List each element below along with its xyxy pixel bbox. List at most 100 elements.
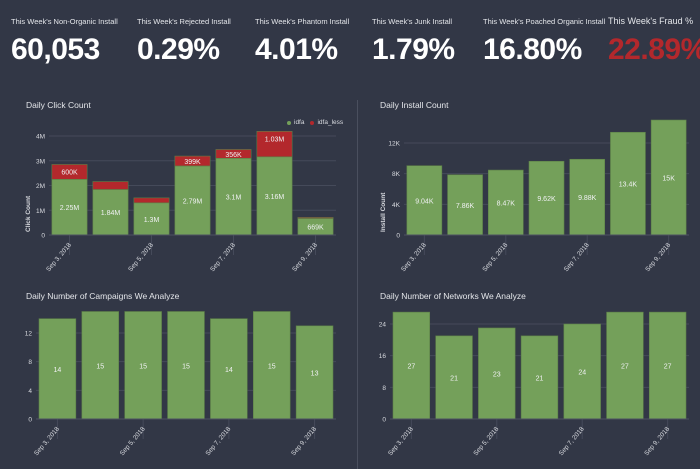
bar-idfa-less: [133, 197, 170, 204]
bar-campaigns: [252, 311, 291, 420]
chart-legend-click[interactable]: idfa idfa_less: [287, 119, 343, 126]
bar-idfa: [133, 202, 170, 236]
legend-dot-idfa-less-icon: [310, 120, 315, 125]
bar-data-label: 15: [96, 363, 104, 370]
kpi-value: 16.80%: [483, 33, 582, 66]
y-tick-label: 24: [379, 322, 387, 329]
bar-installs: [610, 131, 646, 236]
bar-data-label: 27: [621, 364, 629, 371]
bar-data-label: 9.04K: [415, 198, 434, 205]
kpi-label: This Week's Phantom Install: [255, 17, 350, 26]
bar-networks: [606, 311, 644, 420]
bar-idfa: [256, 156, 293, 236]
bar-networks: [648, 311, 687, 420]
kpi-value: 60,053: [11, 33, 100, 66]
x-tick-label: Sep 7, 2018: [558, 425, 586, 457]
x-tick-label: Sep 3, 2018: [387, 425, 415, 457]
bar-idfa: [215, 157, 252, 236]
bar-idfa-less: [256, 130, 293, 158]
bar-data-label: 1.3M: [144, 217, 160, 224]
y-tick-label: 4M: [36, 134, 45, 141]
bar-installs: [406, 165, 443, 236]
bar-idfa: [174, 165, 211, 236]
bar-data-label: 399K: [184, 159, 201, 166]
y-tick-label: 12K: [388, 141, 400, 148]
x-tick-label: Sep 5, 2018: [472, 425, 500, 457]
kpi-value: 4.01%: [255, 33, 338, 66]
bar-data-label: 3.1M: [226, 195, 242, 202]
bar-idfa: [51, 179, 88, 236]
bar-networks: [392, 311, 431, 420]
bar-data-label: 1.84M: [101, 210, 121, 217]
bar-data-label: 15: [268, 363, 276, 370]
x-tick-label: Sep 9, 2018: [643, 425, 671, 457]
bar-data-label: 14: [54, 367, 62, 374]
bar-networks: [520, 335, 559, 420]
kpi-value: 1.79%: [372, 33, 455, 66]
legend-label-idfa-less[interactable]: idfa_less: [317, 119, 344, 126]
bar-campaigns: [295, 325, 334, 420]
bar-campaigns: [124, 311, 162, 420]
bar-idfa-less: [215, 149, 252, 159]
bar-installs: [487, 169, 524, 236]
bar-data-label: 27: [664, 364, 672, 371]
bar-data-label: 7.86K: [456, 203, 475, 210]
bar-data-label: 15: [139, 363, 147, 370]
y-tick-label: 16: [379, 353, 387, 360]
bar-networks: [435, 335, 473, 420]
bar-installs: [447, 174, 483, 236]
y-tick-label: 8K: [392, 171, 401, 178]
bar-data-label: 13.4K: [619, 182, 638, 189]
y-axis-label: Install Count: [380, 192, 387, 232]
bar-data-label: 8.47K: [497, 201, 516, 208]
bar-idfa-less: [174, 155, 211, 167]
kpi-label: This Week's Non-Organic Install: [11, 17, 118, 26]
legend-label-idfa[interactable]: idfa: [294, 119, 305, 126]
kpi-label: This Week's Junk Install: [372, 17, 453, 26]
y-tick-label: 2M: [36, 183, 45, 190]
bar-data-label: 23: [493, 371, 501, 378]
chart-title-campaigns: Daily Number of Campaigns We Analyze: [26, 291, 180, 301]
bar-data-label: 21: [536, 375, 544, 382]
bar-data-label: 15: [182, 363, 190, 370]
y-tick-label: 0: [382, 417, 386, 424]
legend-dot-idfa-icon: [287, 120, 291, 125]
bar-campaigns: [210, 318, 248, 420]
bar-data-label: 2.25M: [60, 205, 80, 212]
chart-title-networks: Daily Number of Networks We Analyze: [380, 291, 526, 301]
column-divider: [357, 100, 358, 469]
kpi-label: This Week's Rejected Install: [137, 17, 231, 26]
bar-idfa: [92, 189, 129, 236]
y-tick-label: 0: [41, 233, 45, 240]
bar-data-label: 669K: [307, 225, 324, 232]
y-tick-label: 0: [396, 233, 400, 240]
y-axis-label: Click Count: [25, 195, 32, 232]
bar-data-label: 1.03M: [265, 136, 285, 143]
bar-idfa-less: [92, 181, 129, 190]
chart-title-install: Daily Install Count: [380, 100, 449, 110]
kpi-label: This Week's Fraud %: [608, 16, 694, 26]
y-tick-label: 8: [28, 359, 32, 366]
bar-networks: [563, 323, 601, 420]
y-tick-label: 12: [25, 331, 33, 338]
bar-data-label: 356K: [225, 152, 242, 159]
bar-data-label: 3.16M: [265, 194, 285, 201]
bar-idfa-less: [51, 164, 88, 180]
bar-data-label: 27: [407, 364, 415, 371]
bar-data-label: 21: [450, 375, 458, 382]
bar-campaigns: [38, 318, 77, 420]
kpi-value: 0.29%: [137, 33, 220, 66]
bar-data-label: 15K: [662, 176, 675, 183]
bar-campaigns: [81, 311, 120, 420]
y-tick-label: 4: [28, 388, 32, 395]
y-tick-label: 0: [28, 417, 32, 424]
bar-data-label: 9.88K: [578, 195, 597, 202]
bar-idfa-less: [297, 217, 334, 219]
bar-data-label: 24: [578, 370, 586, 377]
chart-title-click: Daily Click Count: [26, 100, 91, 110]
y-tick-label: 3M: [36, 158, 45, 165]
y-tick-label: 8: [382, 385, 386, 392]
